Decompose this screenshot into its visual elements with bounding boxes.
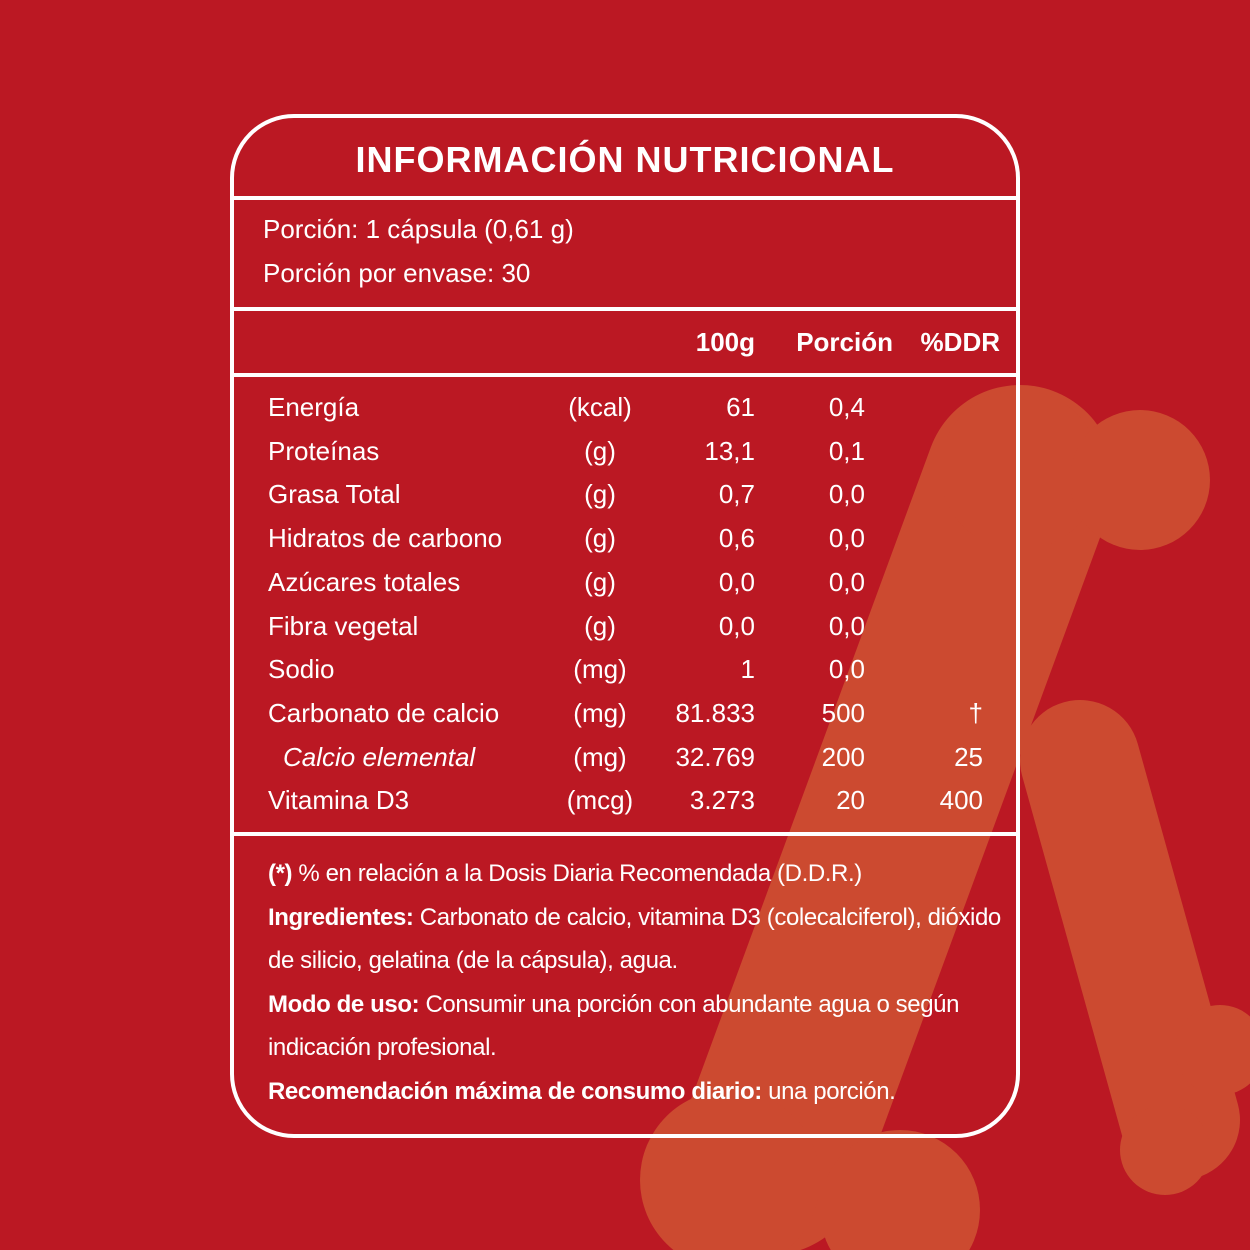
bone-decoration [640, 385, 1250, 1250]
value-100g: 32.769 [675, 741, 755, 772]
nutrient-unit: (mg) [573, 654, 627, 685]
value-100g: 0,0 [718, 566, 755, 597]
value-portion: 200 [821, 741, 865, 772]
value-100g: 81.833 [675, 697, 755, 728]
note-label: Recomendación máxima de consumo diario: [268, 1077, 762, 1105]
nutrient-name: Fibra vegetal [268, 610, 419, 641]
value-portion: 0,0 [828, 566, 865, 597]
note: Modo de uso: Consumir una porción con ab… [268, 983, 1013, 1070]
note: (*) % en relación a la Dosis Diaria Reco… [268, 852, 1013, 896]
value-portion: 0,0 [828, 479, 865, 510]
note-text: Consumir una porción con abundante agua … [268, 990, 960, 1062]
value-ddr: 25 [954, 741, 983, 772]
value-100g: 3.273 [689, 785, 755, 816]
nutrient-unit: (g) [584, 435, 616, 466]
note-label: (*) [268, 860, 293, 887]
value-portion: 20 [836, 785, 865, 816]
nutrient-name: Sodio [268, 654, 335, 685]
column-header: Porción [796, 327, 893, 357]
nutrient-name: Proteínas [268, 435, 380, 466]
value-portion: 0,0 [828, 610, 865, 641]
value-100g: 1 [740, 654, 755, 685]
value-100g: 0,7 [718, 479, 755, 510]
value-ddr: 400 [939, 785, 983, 816]
value-100g: 13,1 [704, 435, 755, 466]
nutrient-unit: (kcal) [568, 392, 632, 422]
note: Ingredientes: Carbonato de calcio, vitam… [268, 896, 1013, 983]
nutrient-name: Vitamina D3 [268, 785, 410, 816]
nutrient-name: Azúcares totales [268, 566, 461, 597]
nutrient-unit: (mg) [573, 697, 627, 728]
note-label: Modo de uso: [268, 990, 420, 1018]
value-100g: 0,6 [718, 523, 755, 554]
note-text: Carbonato de calcio, vitamina D3 (coleca… [268, 903, 1001, 975]
nutrient-unit: (g) [584, 610, 616, 641]
value-100g: 61 [726, 392, 755, 422]
value-portion: 0,4 [828, 392, 865, 422]
nutrient-name: Grasa Total [268, 479, 401, 510]
value-ddr: † [968, 697, 983, 728]
nutrient-unit: (g) [584, 566, 616, 597]
nutrient-unit: (mcg) [566, 785, 634, 816]
value-portion: 0,0 [828, 654, 865, 685]
nutrient-name: Calcio elemental [283, 741, 476, 772]
column-header: 100g [695, 327, 755, 357]
nutrient-name: Energía [268, 392, 360, 422]
serving-line: Porción: 1 cápsula (0,61 g) [263, 214, 574, 244]
value-portion: 500 [821, 697, 865, 728]
label-frame [230, 114, 1020, 1138]
notes: (*) % en relación a la Dosis Diaria Reco… [268, 852, 1013, 1114]
nutrient-unit: (g) [584, 523, 616, 554]
title: INFORMACIÓN NUTRICIONAL [355, 139, 895, 180]
note-label: Ingredientes: [268, 903, 414, 931]
serving-line: Porción por envase: 30 [263, 258, 531, 288]
nutrient-name: Carbonato de calcio [268, 697, 500, 728]
value-100g: 0,0 [718, 610, 755, 641]
note: Recomendación máxima de consumo diario: … [268, 1070, 1013, 1114]
nutrient-unit: (g) [584, 479, 616, 510]
value-portion: 0,0 [828, 523, 865, 554]
column-header: %DDR [920, 327, 1000, 357]
value-portion: 0,1 [828, 435, 865, 466]
note-text: % en relación a la Dosis Diaria Recomend… [298, 860, 862, 887]
nutrient-unit: (mg) [573, 741, 627, 772]
note-text: una porción. [768, 1077, 896, 1105]
nutrient-name: Hidratos de carbono [268, 523, 503, 554]
